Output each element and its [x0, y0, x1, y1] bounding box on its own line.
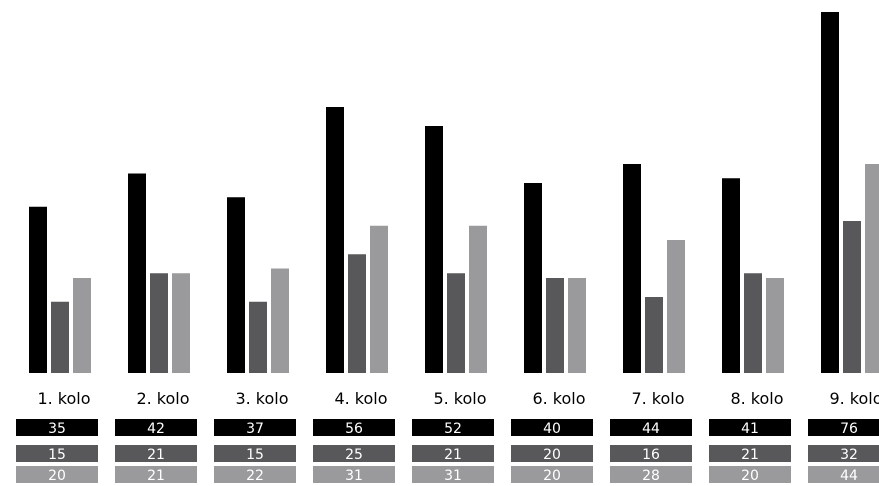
table-cell-bg — [808, 419, 879, 436]
bar-s3-cat1 — [73, 278, 91, 373]
data-label-s3-cat7: 28 — [642, 468, 660, 484]
data-label-s2-cat9: 32 — [840, 447, 858, 463]
table-cell-bg — [214, 419, 296, 436]
data-label-s3-cat5: 31 — [444, 468, 462, 484]
category-label: 4. kolo — [334, 389, 387, 408]
bar-s2-cat9 — [843, 221, 861, 373]
table-cell-bg — [412, 445, 494, 462]
data-label-s2-cat5: 21 — [444, 447, 462, 463]
data-label-s3-cat4: 31 — [345, 468, 363, 484]
table-cell-bg — [808, 466, 879, 483]
bar-s3-cat6 — [568, 278, 586, 373]
data-label-s3-cat9: 44 — [840, 468, 858, 484]
bar-s1-cat5 — [425, 126, 443, 373]
bar-s3-cat8 — [766, 278, 784, 373]
bar-s3-cat2 — [172, 273, 190, 373]
table-cell-bg — [709, 445, 791, 462]
bar-s3-cat3 — [271, 268, 289, 373]
data-label-s3-cat2: 21 — [147, 468, 165, 484]
bar-s1-cat7 — [623, 164, 641, 373]
data-label-s3-cat1: 20 — [48, 468, 66, 484]
bar-s2-cat2 — [150, 273, 168, 373]
table-cell-bg — [16, 419, 98, 436]
table-cell-bg — [313, 466, 395, 483]
table-cell-bg — [511, 445, 593, 462]
table-cell-bg — [16, 445, 98, 462]
category-label: 8. kolo — [730, 389, 783, 408]
bar-s2-cat6 — [546, 278, 564, 373]
bar-s3-cat9 — [865, 164, 879, 373]
data-label-s1-cat7: 44 — [642, 421, 660, 437]
table-cell-bg — [808, 445, 879, 462]
category-label: 3. kolo — [235, 389, 288, 408]
bar-s1-cat9 — [821, 12, 839, 373]
data-label-s1-cat3: 37 — [246, 421, 264, 437]
table-cell-bg — [313, 419, 395, 436]
table-cell-bg — [214, 466, 296, 483]
bars-layer — [29, 12, 879, 373]
data-table: 35 15 20 42 21 21 37 15 22 56 25 31 52 21 31 40 20 20 44 16… — [16, 419, 879, 484]
data-label-s2-cat7: 16 — [642, 447, 660, 463]
data-label-s2-cat3: 15 — [246, 447, 264, 463]
bar-s3-cat4 — [370, 225, 388, 373]
category-label: 9. kolo — [829, 389, 879, 408]
table-cell-bg — [412, 419, 494, 436]
table-cell-bg — [214, 445, 296, 462]
table-cell-bg — [412, 466, 494, 483]
table-cell-bg — [16, 466, 98, 483]
category-label: 7. kolo — [631, 389, 684, 408]
data-label-s3-cat3: 22 — [246, 468, 264, 484]
data-label-s3-cat8: 20 — [741, 468, 759, 484]
table-cell-bg — [610, 419, 692, 436]
data-label-s1-cat9: 76 — [840, 421, 858, 437]
bar-s2-cat8 — [744, 273, 762, 373]
bar-s2-cat1 — [51, 301, 69, 373]
category-label: 5. kolo — [433, 389, 486, 408]
category-label: 2. kolo — [136, 389, 189, 408]
bar-s1-cat1 — [29, 206, 47, 373]
bar-s1-cat8 — [722, 178, 740, 373]
data-label-s2-cat4: 25 — [345, 447, 363, 463]
table-cell-bg — [115, 466, 197, 483]
data-label-s1-cat2: 42 — [147, 421, 165, 437]
data-label-s1-cat4: 56 — [345, 421, 363, 437]
table-cell-bg — [115, 419, 197, 436]
category-label: 6. kolo — [532, 389, 585, 408]
category-labels: 1. kolo 2. kolo 3. kolo 4. kolo 5. kolo 6. ko… — [37, 389, 879, 408]
data-label-s1-cat5: 52 — [444, 421, 462, 437]
table-cell-bg — [709, 466, 791, 483]
data-label-s1-cat6: 40 — [543, 421, 561, 437]
bar-s1-cat3 — [227, 197, 245, 373]
data-label-s3-cat6: 20 — [543, 468, 561, 484]
bar-s3-cat7 — [667, 240, 685, 373]
data-label-s2-cat1: 15 — [48, 447, 66, 463]
table-cell-bg — [511, 419, 593, 436]
bar-s1-cat4 — [326, 107, 344, 373]
bar-s3-cat5 — [469, 225, 487, 373]
table-cell-bg — [511, 466, 593, 483]
bar-s1-cat2 — [128, 173, 146, 373]
table-cell-bg — [709, 419, 791, 436]
data-label-s2-cat6: 20 — [543, 447, 561, 463]
bar-s2-cat3 — [249, 301, 267, 373]
bar-s2-cat4 — [348, 254, 366, 373]
table-cell-bg — [610, 466, 692, 483]
data-label-s1-cat8: 41 — [741, 421, 759, 437]
table-cell-bg — [313, 445, 395, 462]
data-label-s1-cat1: 35 — [48, 421, 66, 437]
bar-s2-cat5 — [447, 273, 465, 373]
bar-s2-cat7 — [645, 297, 663, 373]
data-label-s2-cat2: 21 — [147, 447, 165, 463]
table-cell-bg — [610, 445, 692, 462]
data-label-s2-cat8: 21 — [741, 447, 759, 463]
bar-s1-cat6 — [524, 183, 542, 373]
table-cell-bg — [115, 445, 197, 462]
category-label: 1. kolo — [37, 389, 90, 408]
